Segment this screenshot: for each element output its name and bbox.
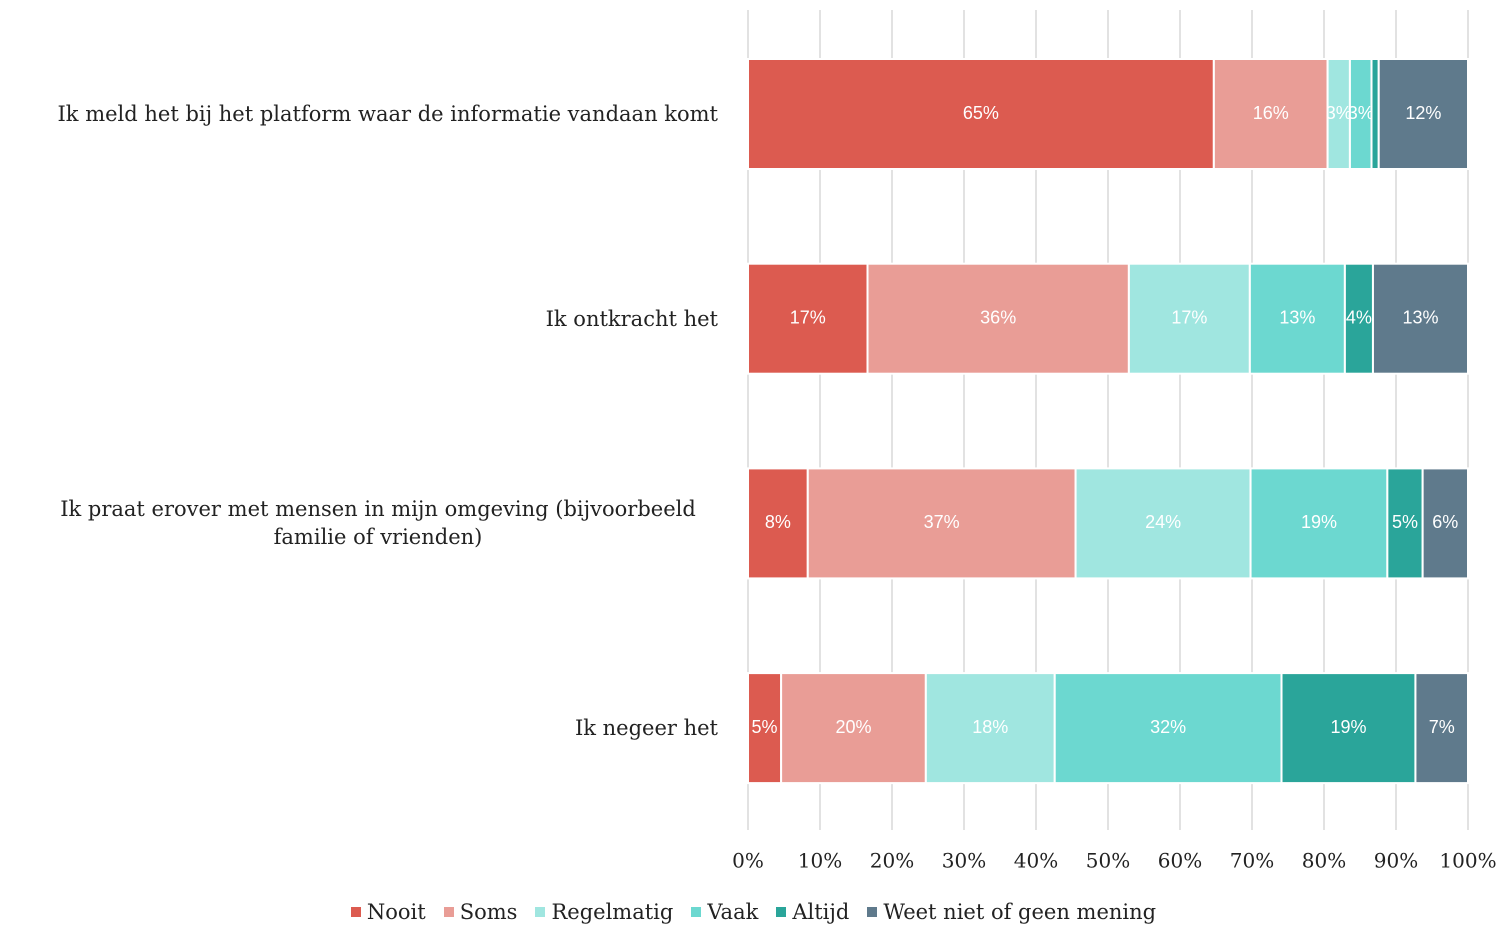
bar-segment (924, 672, 1056, 785)
data-label: 6% (1432, 512, 1458, 532)
x-tick-label: 90% (1374, 849, 1418, 873)
category-text: Ik meld het bij het platform waar de inf… (57, 102, 719, 126)
data-label: 20% (835, 717, 871, 737)
data-label: 65% (963, 103, 999, 123)
data-label: 18% (972, 717, 1008, 737)
legend-swatch (776, 907, 787, 917)
legend-label: Soms (459, 900, 518, 924)
legend-label: Vaak (707, 900, 759, 924)
data-label: 32% (1150, 717, 1186, 737)
category-label: Ik ontkracht het (0, 264, 718, 374)
bar-segment (1371, 262, 1469, 375)
legend-label: Weet niet of geen mening (883, 900, 1157, 924)
data-label: 4% (1346, 307, 1372, 327)
data-label: 3% (1348, 103, 1374, 123)
bar-segment (1386, 467, 1424, 580)
data-label: 24% (1145, 512, 1181, 532)
category-text: Ik negeer het (574, 716, 718, 741)
bar-segment (1053, 672, 1283, 785)
bar-segment (747, 58, 1215, 170)
legend-item: Nooit (350, 900, 426, 924)
legend-swatch (443, 907, 454, 917)
data-label: 19% (1301, 512, 1337, 532)
legend: Nooit Soms Regelmatig Vaak Altijd Weet niet o… (0, 900, 1507, 924)
data-label: 3% (1326, 103, 1352, 123)
x-tick-label: 40% (1014, 849, 1058, 873)
x-tick-label: 100% (1439, 849, 1496, 873)
legend-item: Weet niet of geen mening (867, 900, 1156, 924)
bar-segment (780, 672, 927, 785)
x-tick-label: 10% (798, 849, 842, 873)
data-label: 17% (790, 307, 826, 327)
x-tick-label: 20% (870, 849, 914, 873)
x-tick-label: 50% (1086, 849, 1130, 873)
category-label: Ik meld het bij het platform waar de inf… (0, 59, 719, 169)
x-tick-label: 60% (1158, 849, 1202, 873)
data-label: 37% (924, 512, 960, 532)
x-tick-label: 0% (732, 849, 764, 873)
category-label: Ik praat erover met mensen in mijn omgev… (0, 468, 718, 578)
legend-item: Altijd (776, 900, 849, 924)
legend-item: Vaak (691, 900, 758, 924)
bar-segment (1127, 262, 1251, 375)
x-tick-label: 30% (942, 849, 986, 873)
bar-segment (1280, 672, 1417, 785)
bar-segment (1249, 467, 1389, 580)
bar-segment (747, 467, 809, 580)
data-label: 7% (1429, 717, 1455, 737)
data-label: 13% (1402, 307, 1438, 327)
bar-segment (1212, 58, 1329, 170)
data-label: 16% (1253, 103, 1289, 123)
bar-segment (1370, 58, 1380, 170)
legend-item: Regelmatig (535, 900, 673, 924)
data-label: 19% (1330, 717, 1366, 737)
x-tick-label: 80% (1302, 849, 1346, 873)
category-text: Ik praat erover met mensen in mijn omgev… (60, 497, 696, 550)
data-label: 5% (752, 717, 778, 737)
bar-segment (1074, 467, 1252, 580)
x-tick-label: 70% (1230, 849, 1274, 873)
legend-label: Altijd (792, 900, 850, 924)
data-label: 13% (1279, 307, 1315, 327)
bar-segment (806, 467, 1077, 580)
legend-swatch (867, 907, 878, 917)
bar-segment (866, 262, 1130, 375)
bar-segment (747, 262, 869, 375)
bar-segment (1248, 262, 1346, 375)
data-label: 8% (765, 512, 791, 532)
legend-item: Soms (443, 900, 518, 924)
data-label: 5% (1392, 512, 1418, 532)
data-label: 12% (1405, 103, 1441, 123)
bar-segment (1377, 58, 1469, 170)
bar-segment (1421, 467, 1470, 580)
data-label: 36% (980, 307, 1016, 327)
legend-label: Nooit (366, 900, 426, 924)
legend-swatch (350, 907, 361, 917)
legend-swatch (535, 907, 546, 917)
bar-segment (1414, 672, 1469, 785)
legend-swatch (691, 907, 702, 917)
category-label: Ik negeer het (0, 673, 718, 783)
category-text: Ik ontkracht het (545, 306, 718, 331)
legend-label: Regelmatig (551, 900, 674, 924)
data-label: 17% (1171, 307, 1207, 327)
